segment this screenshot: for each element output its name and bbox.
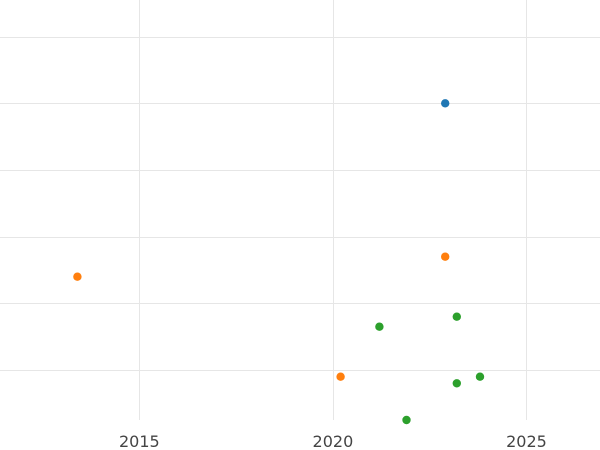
data-points [73,99,485,425]
x-tick-label-0: 2015 [119,432,160,450]
point-series2-1 [375,322,384,331]
x-tick-label-2: 2025 [506,432,547,450]
point-series2-4 [402,415,411,425]
point-series2-0 [452,312,461,321]
x-tick-label-1: 2020 [313,432,354,450]
point-series1-1 [441,252,450,261]
point-series2-2 [475,372,485,381]
point-series2-3 [452,379,461,388]
x-gridlines [139,0,527,420]
point-series1-0 [73,272,82,281]
point-series0-0 [441,99,450,108]
point-series1-2 [336,372,345,381]
y-gridlines [0,37,600,371]
x-tick-labels: 2015 2020 2025 [119,432,547,450]
